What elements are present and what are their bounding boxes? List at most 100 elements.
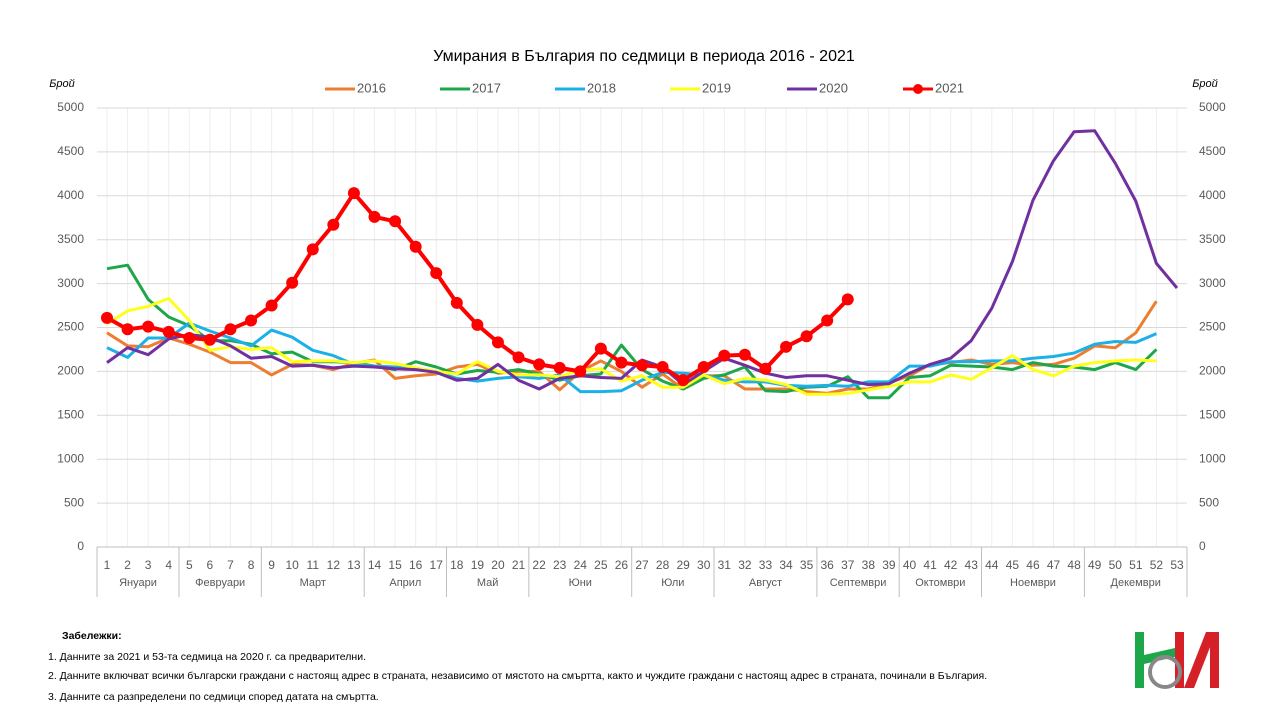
x-tick-label: 43	[965, 558, 979, 572]
x-tick-label: 26	[615, 558, 629, 572]
month-label: Септември	[830, 577, 887, 589]
x-tick-label: 48	[1067, 558, 1081, 572]
x-tick-label: 49	[1088, 558, 1102, 572]
month-label: Февруари	[195, 577, 245, 589]
y-tick-label: 0	[77, 539, 84, 553]
x-tick-label: 24	[574, 558, 588, 572]
month-label: Декември	[1111, 577, 1161, 589]
point	[615, 356, 628, 369]
y2-tick-label: 0	[1199, 539, 1206, 553]
x-tick-label: 50	[1109, 558, 1123, 572]
x-tick-label: 23	[553, 558, 567, 572]
x-tick-label: 46	[1026, 558, 1040, 572]
x-tick-label: 29	[676, 558, 690, 572]
y2-tick-label: 4000	[1199, 188, 1226, 202]
notes-heading: Забележки:	[62, 630, 122, 642]
legend-label: 2020	[819, 80, 848, 95]
x-tick-label: 4	[165, 558, 172, 572]
x-tick-label: 44	[985, 558, 999, 572]
y-axis-label: Брой	[49, 78, 75, 90]
point	[553, 361, 566, 374]
y-tick-label: 3000	[57, 276, 84, 290]
note: 1. Данните за 2021 и 53-та седмица на 20…	[48, 651, 366, 663]
point	[101, 311, 113, 324]
legend-label: 2016	[357, 80, 386, 95]
x-tick-label: 6	[207, 558, 214, 572]
y-tick-label: 2500	[57, 320, 84, 334]
y2-tick-label: 2000	[1199, 364, 1226, 378]
point	[780, 340, 793, 353]
month-label: Август	[749, 577, 782, 589]
x-tick-label: 45	[1006, 558, 1020, 572]
y-tick-label: 5000	[57, 100, 84, 114]
x-tick-label: 37	[841, 558, 855, 572]
point	[471, 318, 484, 331]
point	[677, 374, 690, 387]
month-label: Юни	[569, 577, 592, 589]
x-tick-label: 20	[491, 558, 505, 572]
x-tick-label: 35	[800, 558, 814, 572]
x-tick-label: 14	[368, 558, 382, 572]
x-tick-label: 34	[779, 558, 793, 572]
point	[265, 299, 278, 312]
y2-tick-label: 2500	[1199, 320, 1226, 334]
point	[821, 314, 834, 327]
point	[533, 358, 546, 371]
x-tick-label: 17	[430, 558, 444, 572]
y-tick-label: 3500	[57, 232, 84, 246]
point	[389, 215, 402, 228]
point	[245, 314, 258, 327]
point	[697, 361, 710, 374]
point	[286, 276, 299, 289]
point	[347, 187, 360, 200]
x-tick-label: 21	[512, 558, 526, 572]
x-tick-label: 40	[903, 558, 917, 572]
y-tick-label: 1000	[57, 451, 84, 465]
x-tick-label: 12	[327, 558, 341, 572]
x-tick-label: 28	[656, 558, 670, 572]
point	[718, 349, 731, 362]
y2-tick-label: 3000	[1199, 276, 1226, 290]
x-tick-label: 18	[450, 558, 464, 572]
point	[512, 351, 525, 364]
x-tick-label: 15	[388, 558, 402, 572]
y-tick-label: 2000	[57, 364, 84, 378]
y2-tick-label: 3500	[1199, 232, 1226, 246]
x-tick-label: 3	[145, 558, 152, 572]
month-label: Април	[389, 577, 421, 589]
month-label: Октомври	[915, 577, 965, 589]
x-tick-label: 5	[186, 558, 193, 572]
logo	[1135, 632, 1219, 689]
x-tick-label: 39	[882, 558, 896, 572]
y2-tick-label: 5000	[1199, 100, 1226, 114]
x-tick-label: 22	[532, 558, 546, 572]
point	[368, 210, 381, 223]
x-tick-label: 42	[944, 558, 958, 572]
point	[121, 323, 134, 336]
series-line	[106, 297, 1157, 396]
month-label: Юли	[661, 577, 684, 589]
x-tick-label: 32	[738, 558, 752, 572]
notes: Забележки: 1. Данните за 2021 и 53-та се…	[48, 630, 987, 703]
x-tick-label: 11	[307, 558, 320, 572]
x-tick-label: 16	[409, 558, 423, 572]
point	[183, 332, 196, 345]
x-tick-label: 33	[759, 558, 773, 572]
y2-tick-label: 500	[1199, 495, 1219, 509]
point	[450, 296, 463, 309]
x-tick-label: 38	[862, 558, 876, 572]
point	[594, 342, 607, 355]
point	[800, 330, 813, 343]
chart-title: Умирания в България по седмици в периода…	[433, 48, 855, 65]
legend-label: 2021	[935, 80, 964, 95]
x-tick-label: 31	[718, 558, 732, 572]
point	[203, 333, 216, 346]
x-tick-label: 52	[1150, 558, 1164, 572]
note: 3. Данните са разпределени по седмици сп…	[48, 691, 379, 703]
x-tick-label: 25	[594, 558, 608, 572]
point	[636, 359, 648, 372]
y2-tick-label: 1500	[1199, 407, 1226, 421]
y-tick-label: 1500	[57, 407, 84, 421]
note: 2. Данните включват всички български гра…	[48, 670, 987, 682]
